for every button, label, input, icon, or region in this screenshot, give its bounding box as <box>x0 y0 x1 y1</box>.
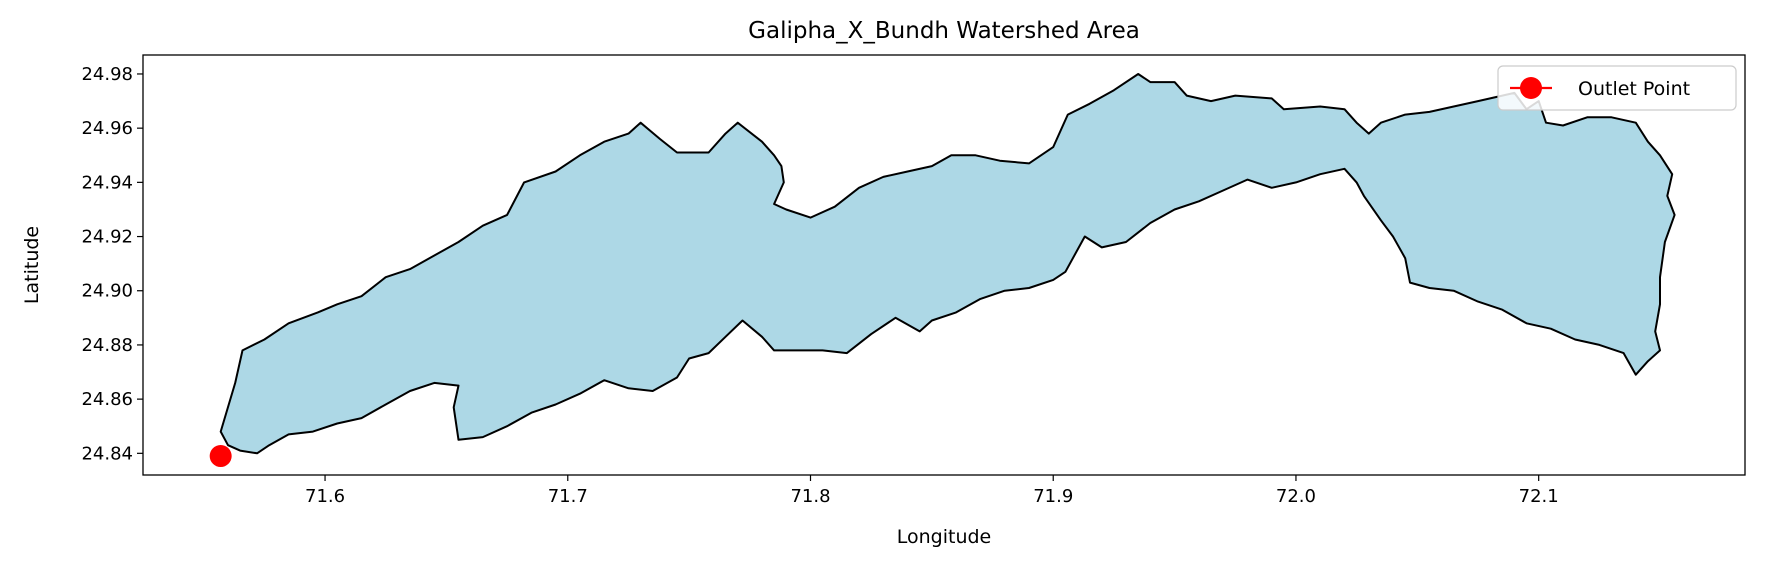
axes-frame <box>142 54 1746 476</box>
x-axis-label: Longitude <box>897 526 992 548</box>
y-tick-label: 24.92 <box>81 227 133 248</box>
legend-label-outlet-point: Outlet Point <box>1578 78 1690 100</box>
x-tick-label: 71.9 <box>1033 486 1073 507</box>
chart-title: Galipha_X_Bundh Watershed Area <box>748 18 1140 44</box>
legend-box <box>1497 65 1737 111</box>
outlet-point-marker <box>209 445 232 468</box>
x-tick-label: 71.8 <box>790 486 830 507</box>
y-tick-label: 24.88 <box>81 335 133 356</box>
y-tick-label: 24.94 <box>81 172 133 193</box>
y-axis-label: Latitude <box>21 226 43 304</box>
watershed-polygon <box>219 73 1676 455</box>
legend-marker <box>1520 77 1542 99</box>
x-tick-label: 71.7 <box>548 486 588 507</box>
map-area <box>209 73 1676 468</box>
y-tick-label: 24.96 <box>81 118 133 139</box>
y-tick-label: 24.86 <box>81 389 133 410</box>
legend: Outlet Point <box>1497 65 1737 111</box>
y-tick-label: 24.90 <box>81 281 133 302</box>
y-axis-ticks: 24.84 24.86 24.88 24.90 24.92 24.94 24.96 24.98 <box>81 64 143 464</box>
x-axis-ticks: 71.6 71.7 71.8 71.9 72.0 72.1 <box>305 475 1559 507</box>
y-tick-label: 24.84 <box>81 443 133 464</box>
x-tick-label: 72.1 <box>1519 486 1559 507</box>
y-tick-label: 24.98 <box>81 64 133 85</box>
x-tick-label: 71.6 <box>305 486 345 507</box>
x-tick-label: 72.0 <box>1276 486 1316 507</box>
